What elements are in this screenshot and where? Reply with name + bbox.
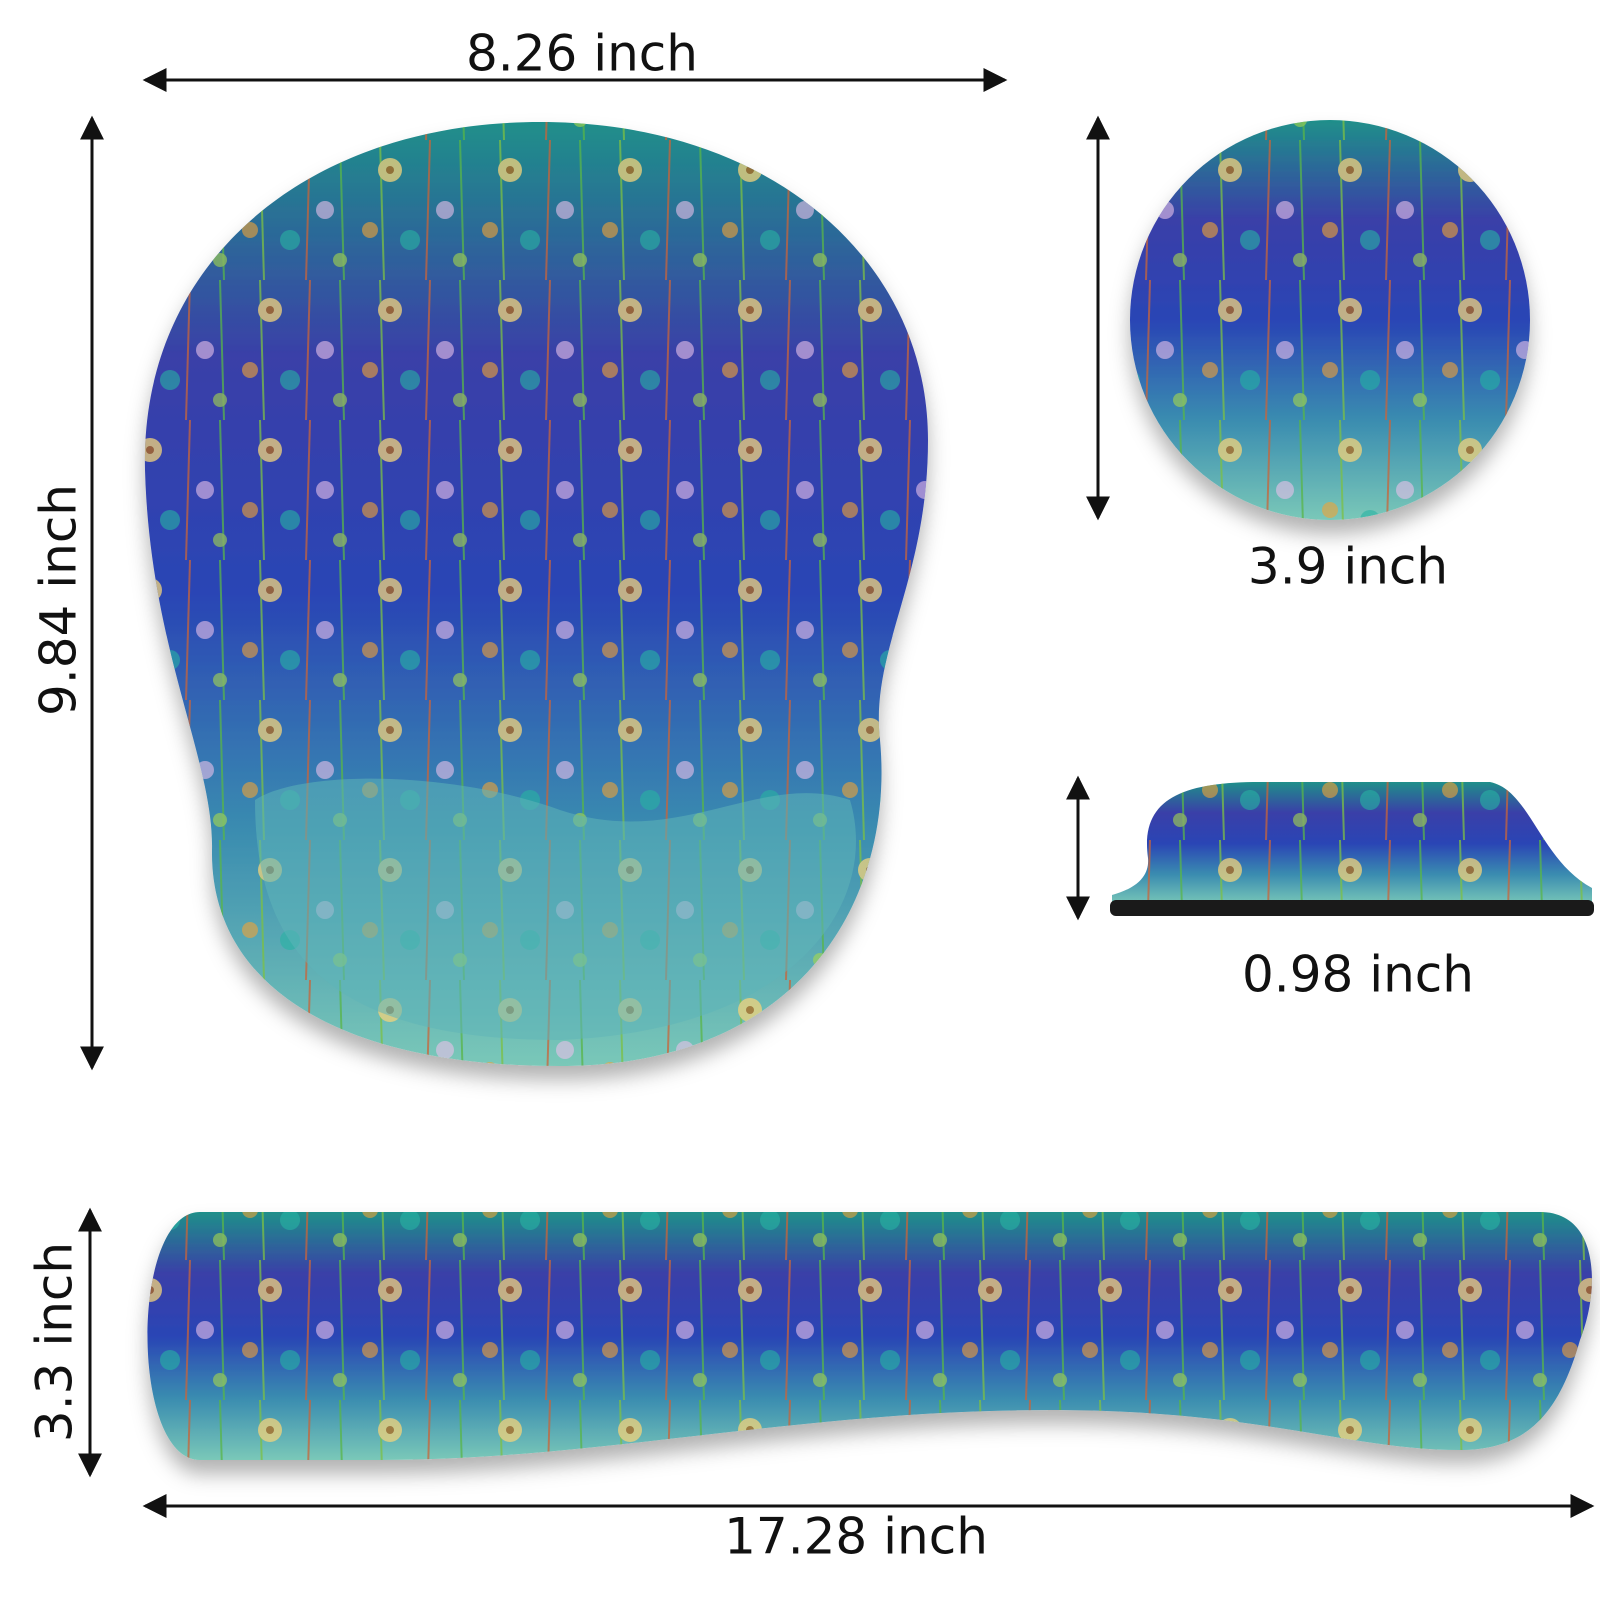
dimension-label: 9.84 inch (30, 484, 88, 716)
dimension-label: 3.9 inch (1248, 538, 1448, 596)
wrist-rest (147, 1212, 1592, 1460)
coaster (1130, 120, 1530, 520)
dimension-label: 0.98 inch (1242, 946, 1474, 1004)
dimension-label: 17.28 inch (724, 1508, 988, 1566)
mouse-pad (144, 122, 928, 1066)
side-view (1110, 782, 1594, 916)
dimension-label: 3.3 inch (26, 1242, 84, 1442)
dimension-label: 8.26 inch (466, 25, 698, 83)
